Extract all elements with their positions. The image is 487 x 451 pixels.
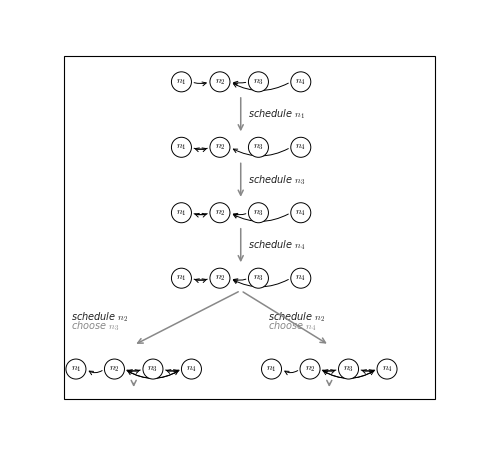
Text: $n_2$: $n_2$ xyxy=(215,208,225,218)
Text: $n_2$: $n_2$ xyxy=(215,77,225,87)
Circle shape xyxy=(377,359,397,379)
Circle shape xyxy=(210,72,230,92)
Circle shape xyxy=(248,268,268,288)
Text: $n_4$: $n_4$ xyxy=(186,364,197,374)
Text: $n_3$: $n_3$ xyxy=(253,142,264,152)
Text: schedule $n_2$: schedule $n_2$ xyxy=(71,310,129,323)
Circle shape xyxy=(143,359,163,379)
Text: $n_4$: $n_4$ xyxy=(295,77,306,87)
Circle shape xyxy=(338,359,358,379)
Circle shape xyxy=(171,203,191,223)
Text: $n_1$: $n_1$ xyxy=(176,77,187,87)
Text: $n_3$: $n_3$ xyxy=(148,364,158,374)
Circle shape xyxy=(210,268,230,288)
Circle shape xyxy=(104,359,125,379)
Circle shape xyxy=(291,137,311,157)
Text: schedule $n_1$: schedule $n_1$ xyxy=(248,108,306,121)
Circle shape xyxy=(300,359,320,379)
Text: $n_2$: $n_2$ xyxy=(305,364,316,374)
Text: schedule $n_4$: schedule $n_4$ xyxy=(248,239,306,252)
Circle shape xyxy=(291,72,311,92)
Text: $n_3$: $n_3$ xyxy=(343,364,354,374)
Circle shape xyxy=(210,203,230,223)
Text: $n_4$: $n_4$ xyxy=(295,142,306,152)
Text: $n_4$: $n_4$ xyxy=(295,273,306,283)
Text: choose $n_4$: choose $n_4$ xyxy=(268,319,317,333)
Text: $n_1$: $n_1$ xyxy=(176,273,187,283)
Circle shape xyxy=(248,203,268,223)
Circle shape xyxy=(291,268,311,288)
Text: $n_1$: $n_1$ xyxy=(266,364,277,374)
Circle shape xyxy=(210,137,230,157)
Circle shape xyxy=(291,203,311,223)
Text: $n_3$: $n_3$ xyxy=(253,77,264,87)
Text: $n_3$: $n_3$ xyxy=(253,208,264,218)
Circle shape xyxy=(248,72,268,92)
Text: $n_4$: $n_4$ xyxy=(295,208,306,218)
Text: $n_1$: $n_1$ xyxy=(176,142,187,152)
Text: choose $n_3$: choose $n_3$ xyxy=(71,319,120,333)
Text: $n_4$: $n_4$ xyxy=(381,364,393,374)
Circle shape xyxy=(66,359,86,379)
Text: $n_1$: $n_1$ xyxy=(176,208,187,218)
Circle shape xyxy=(171,72,191,92)
Circle shape xyxy=(262,359,281,379)
Text: $n_2$: $n_2$ xyxy=(109,364,120,374)
Text: schedule $n_3$: schedule $n_3$ xyxy=(248,173,306,187)
Circle shape xyxy=(171,268,191,288)
Text: schedule $n_2$: schedule $n_2$ xyxy=(268,310,326,323)
Circle shape xyxy=(171,137,191,157)
Text: $n_3$: $n_3$ xyxy=(253,273,264,283)
Text: $n_2$: $n_2$ xyxy=(215,273,225,283)
Text: $n_2$: $n_2$ xyxy=(215,142,225,152)
Text: $n_1$: $n_1$ xyxy=(71,364,81,374)
Circle shape xyxy=(248,137,268,157)
Circle shape xyxy=(182,359,202,379)
